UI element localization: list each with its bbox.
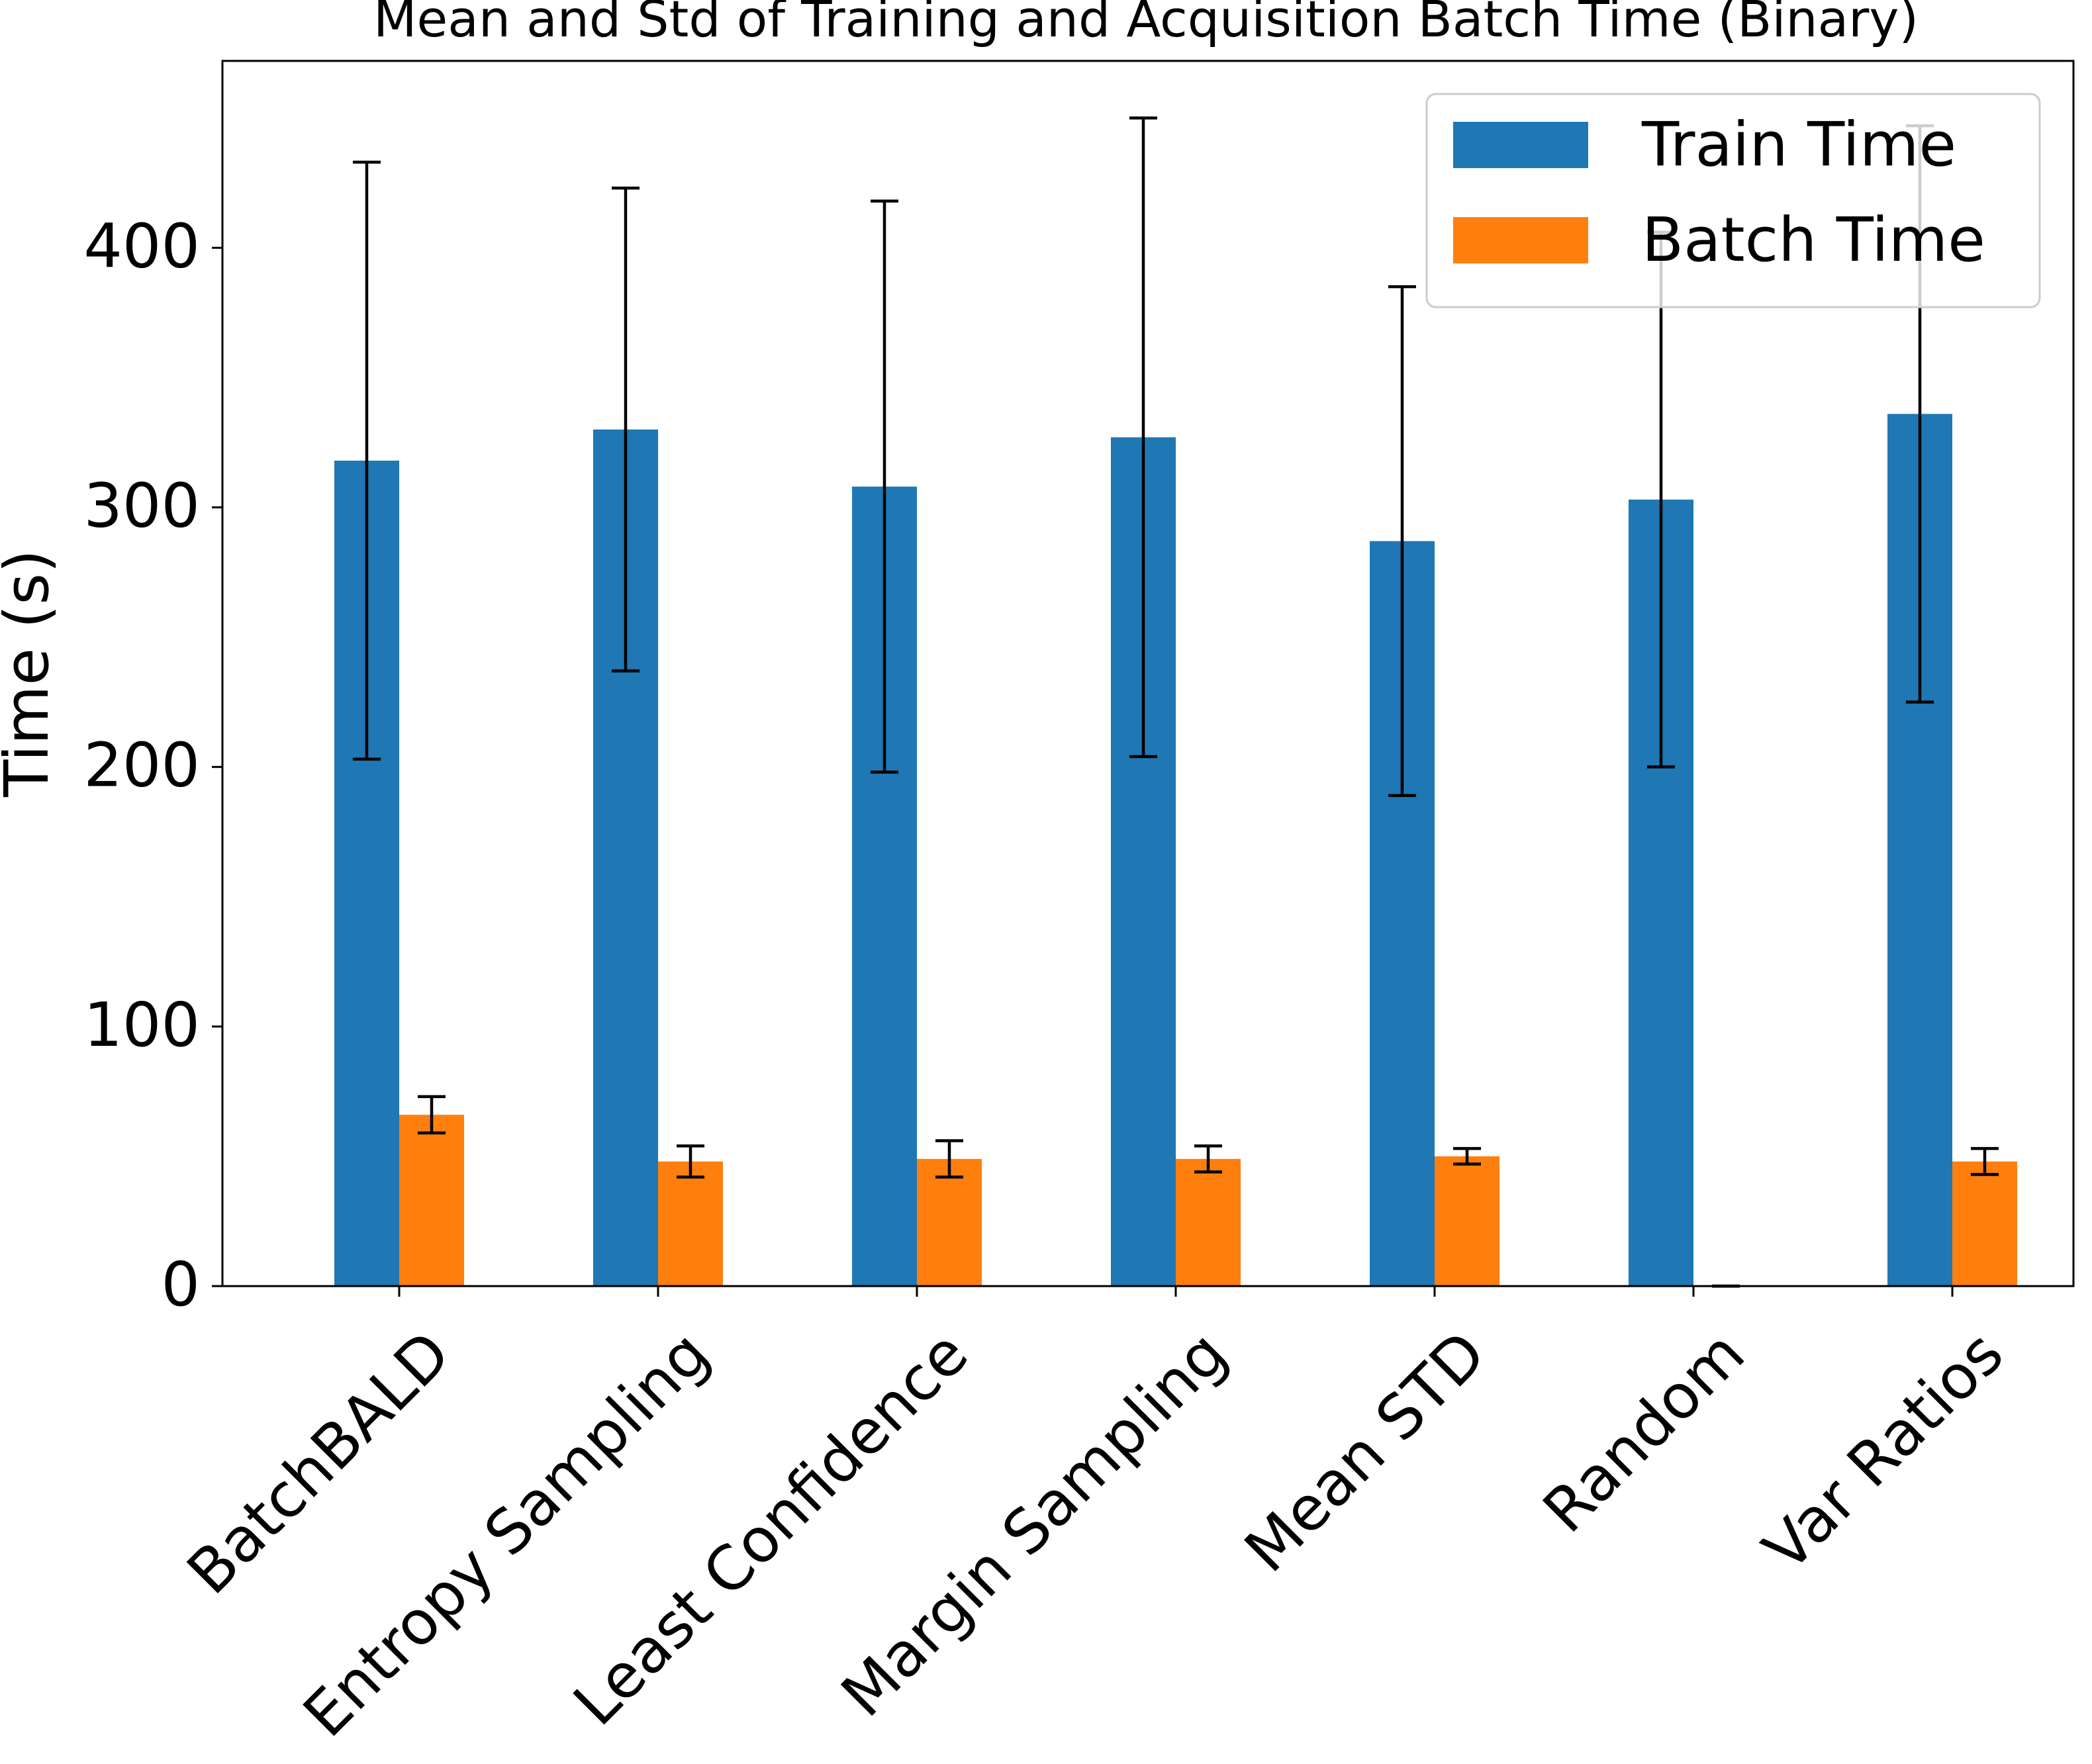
legend-label: Train Time xyxy=(1641,109,1956,180)
legend-swatch-batch xyxy=(1453,217,1588,263)
y-tick-label: 400 xyxy=(83,210,200,281)
x-tick-label: BatchBALD xyxy=(174,1318,464,1608)
legend: Train Time Batch Time xyxy=(1425,93,2041,308)
x-tick-label: Random xyxy=(1530,1318,1758,1546)
legend-swatch-train xyxy=(1453,122,1588,168)
y-tick-label: 300 xyxy=(83,471,200,541)
bar-batch xyxy=(658,1161,723,1286)
y-tick-label: 100 xyxy=(83,990,200,1060)
x-tick-label: Var Ratios xyxy=(1750,1318,2017,1585)
bar-batch xyxy=(1952,1161,2017,1286)
legend-label: Batch Time xyxy=(1642,205,1985,275)
y-tick-label: 200 xyxy=(83,730,200,801)
bar-batch xyxy=(399,1115,464,1286)
bar-batch xyxy=(917,1158,982,1286)
bar-batch xyxy=(1435,1156,1499,1286)
x-tick-label: Mean STD xyxy=(1231,1318,1499,1586)
bar-batch xyxy=(1176,1158,1241,1286)
plot-frame xyxy=(221,60,2075,1287)
y-tick-label: 0 xyxy=(161,1249,200,1320)
chart-title: Mean and Std of Training and Acquisition… xyxy=(373,0,1919,48)
y-axis-label: Time (s) xyxy=(0,549,62,798)
